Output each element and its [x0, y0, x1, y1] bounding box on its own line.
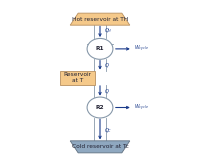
Text: R1: R1: [96, 46, 104, 51]
Text: $W_{cycle}$: $W_{cycle}$: [134, 102, 149, 113]
Text: $Q_H$: $Q_H$: [104, 26, 113, 35]
Text: $Q$: $Q$: [104, 87, 110, 95]
Text: $Q$: $Q$: [104, 61, 110, 69]
Text: Reservoir
at T: Reservoir at T: [63, 72, 91, 83]
Circle shape: [87, 97, 113, 118]
Polygon shape: [70, 141, 130, 153]
Text: R2: R2: [96, 105, 104, 110]
Circle shape: [87, 38, 113, 59]
Text: Hot reservoir at TH: Hot reservoir at TH: [72, 17, 128, 22]
Bar: [60, 71, 95, 85]
Text: $W_{cycle}$: $W_{cycle}$: [134, 44, 149, 54]
Polygon shape: [70, 13, 130, 25]
Text: Cold reservoir at Tc: Cold reservoir at Tc: [72, 144, 128, 149]
Text: $Q_C$: $Q_C$: [104, 127, 113, 135]
